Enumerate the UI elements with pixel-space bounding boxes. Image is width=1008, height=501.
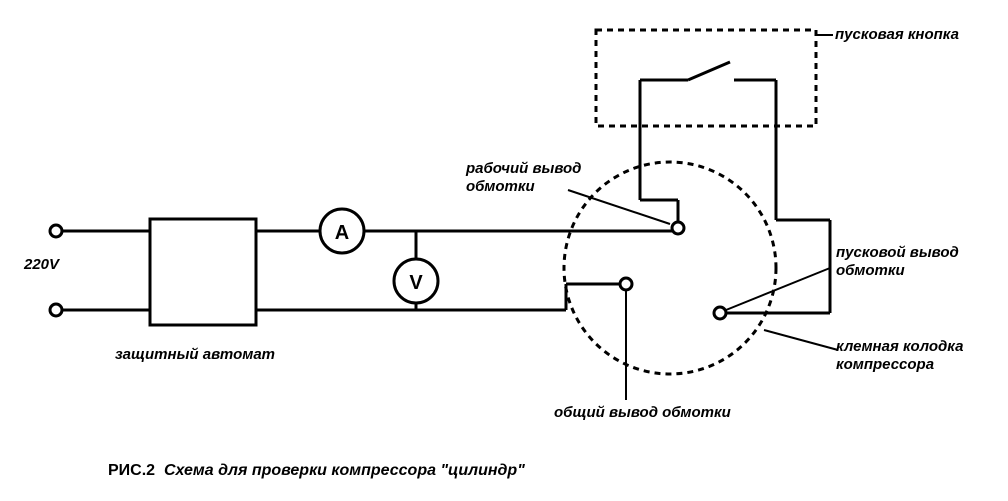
ammeter-letter: A — [335, 222, 349, 244]
start-terminal — [714, 307, 726, 319]
start-terminal-label: пусковой вывод обмотки — [836, 244, 959, 280]
start-button-label: пусковая кнопка — [835, 26, 959, 44]
breaker-rect — [150, 219, 256, 325]
run-terminal-label: рабочий вывод обмотки — [466, 160, 581, 196]
common-terminal — [620, 278, 632, 290]
input-terminal-top — [50, 225, 62, 237]
common-terminal-label: общий вывод обмотки — [554, 404, 731, 422]
compressor-circle — [564, 162, 776, 374]
voltmeter-letter: V — [409, 272, 423, 294]
input-terminal-bot — [50, 304, 62, 316]
voltage-label: 220V — [24, 256, 59, 274]
run-terminal — [672, 222, 684, 234]
figure-caption: РИС.2 Схема для проверки компрессора "ци… — [108, 462, 525, 480]
terminal-block-label: клемная колодка компрессора — [836, 338, 963, 374]
breaker-label: защитный автомат — [115, 346, 275, 364]
start-button-rect — [596, 30, 816, 126]
